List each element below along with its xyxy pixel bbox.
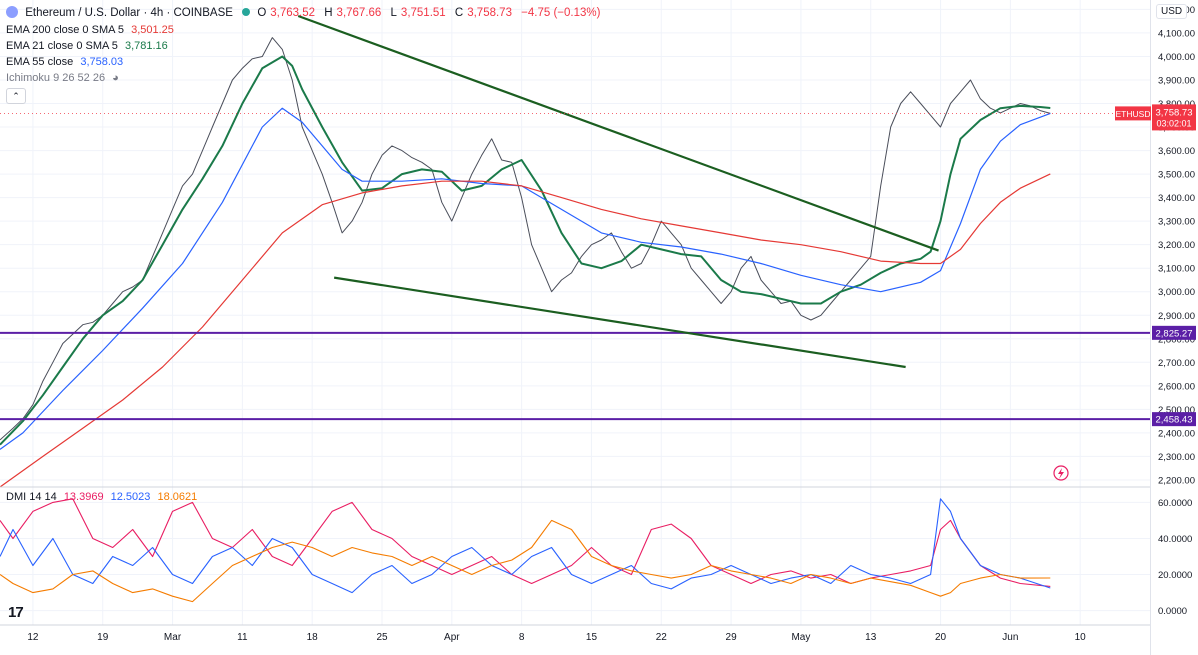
ema200-value: 3,501.25 bbox=[131, 24, 174, 36]
ema55-legend[interactable]: EMA 55 close 3,758.03 bbox=[6, 56, 127, 68]
series-ema-55 bbox=[0, 107, 1051, 450]
lightning-icon bbox=[1053, 465, 1069, 481]
dmi-plus-value: 13.3969 bbox=[63, 491, 104, 503]
close-value: 3,758.73 bbox=[467, 7, 512, 19]
time-tick-label: 8 bbox=[519, 632, 525, 643]
symbol-title[interactable]: Ethereum / U.S. Dollar · 4h · COINBASE bbox=[25, 7, 233, 19]
dmi-series bbox=[0, 498, 1051, 603]
time-tick-label: 10 bbox=[1075, 632, 1087, 643]
lightning-icon-glyph bbox=[1058, 468, 1064, 479]
time-tick-label: 25 bbox=[376, 632, 388, 643]
ethereum-icon bbox=[6, 6, 18, 18]
ichimoku-label: Ichimoku 9 26 52 26 bbox=[6, 72, 106, 84]
currency-button[interactable]: USD bbox=[1156, 4, 1188, 19]
ema21-legend[interactable]: EMA 21 close 0 SMA 5 3,781.16 bbox=[6, 40, 172, 52]
time-tick-label: 29 bbox=[726, 632, 738, 643]
time-axis[interactable]: 12 19 Mar 11 18 25 Apr 8 15 22 29 May 13 20 Jun 10 bbox=[27, 630, 1183, 643]
annotations bbox=[0, 14, 1150, 481]
series-ema-21 bbox=[0, 55, 1051, 446]
dmi-legend[interactable]: DMI 14 14 13.3969 12.5023 18.0621 bbox=[6, 491, 201, 503]
collapse-legend-button[interactable]: ⌃ bbox=[6, 88, 26, 104]
change-value: −4.75 (−0.13%) bbox=[521, 7, 601, 19]
low-label: L bbox=[390, 7, 397, 19]
dmi-adx-value: 18.0621 bbox=[157, 491, 198, 503]
time-tick-label: 13 bbox=[865, 632, 877, 643]
ema55-value: 3,758.03 bbox=[80, 56, 124, 68]
dmi-series-0 bbox=[0, 498, 1051, 587]
symbol-legend: Ethereum / U.S. Dollar · 4h · COINBASE O… bbox=[6, 6, 604, 19]
dmi-label: DMI 14 14 bbox=[6, 491, 57, 503]
market-status-icon bbox=[242, 8, 251, 16]
close-label: C bbox=[454, 7, 464, 19]
open-value: 3,763.52 bbox=[270, 7, 316, 19]
series-close bbox=[0, 37, 1051, 441]
ema55-label: EMA 55 close bbox=[6, 56, 74, 68]
time-tick-label: 19 bbox=[97, 632, 109, 643]
dmi-series-1 bbox=[0, 498, 1051, 594]
trend-line bbox=[333, 276, 906, 369]
tradingview-logo[interactable]: 17 bbox=[8, 604, 24, 621]
high-value: 3,767.66 bbox=[336, 7, 382, 19]
time-tick-label: Mar bbox=[164, 632, 182, 643]
high-label: H bbox=[324, 7, 333, 19]
open-label: O bbox=[257, 7, 267, 19]
time-tick-label: May bbox=[791, 632, 810, 643]
ichimoku-legend[interactable]: Ichimoku 9 26 52 26 ◕ bbox=[6, 72, 123, 84]
price-axis[interactable] bbox=[1150, 0, 1198, 655]
time-tick-label: 15 bbox=[586, 632, 598, 643]
trend-line bbox=[297, 14, 939, 252]
low-value: 3,751.51 bbox=[400, 7, 446, 19]
time-tick-label: 18 bbox=[307, 632, 319, 643]
time-tick-label: 12 bbox=[27, 632, 39, 643]
ema21-value: 3,781.16 bbox=[124, 40, 168, 52]
dmi-minus-value: 12.5023 bbox=[110, 491, 151, 503]
ema21-label: EMA 21 close 0 SMA 5 bbox=[6, 40, 118, 52]
price-series bbox=[0, 37, 1051, 488]
time-tick-label: 20 bbox=[935, 632, 947, 643]
time-tick-label: 22 bbox=[656, 632, 668, 643]
time-tick-label: 11 bbox=[237, 632, 248, 643]
ema200-label: EMA 200 close 0 SMA 5 bbox=[6, 24, 125, 36]
time-tick-label: Jun bbox=[1002, 632, 1018, 643]
time-tick-label: Apr bbox=[444, 632, 460, 643]
dmi-series-2 bbox=[0, 519, 1051, 603]
ema200-legend[interactable]: EMA 200 close 0 SMA 5 3,501.25 bbox=[6, 24, 178, 36]
hidden-eye-icon[interactable]: ◕ bbox=[112, 72, 119, 84]
